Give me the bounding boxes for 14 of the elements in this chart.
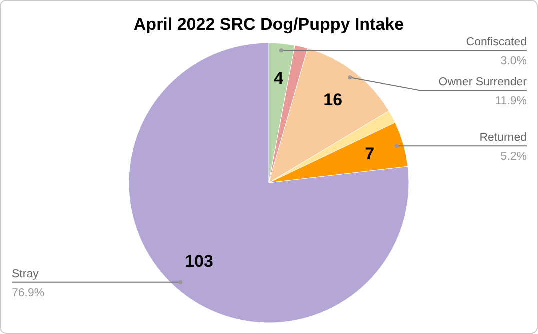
slice-label: Returned <box>480 132 527 144</box>
text: 11.9% <box>495 96 527 108</box>
text: 5.2% <box>500 151 527 164</box>
data-label: 103 <box>185 252 214 271</box>
slice-label: Confiscated <box>466 36 527 49</box>
data-label: 16 <box>324 90 343 110</box>
text: 3.0% <box>500 56 527 68</box>
slice-label: Stray <box>12 268 40 280</box>
data-label: 7 <box>365 144 375 164</box>
slice-label: Owner Surrender <box>438 76 528 89</box>
data-label: 4 <box>274 68 284 88</box>
text: 76.9% <box>12 287 45 300</box>
pie-slice <box>128 42 410 324</box>
chart-title: April 2022 SRC Dog/Puppy Intake <box>134 15 404 34</box>
